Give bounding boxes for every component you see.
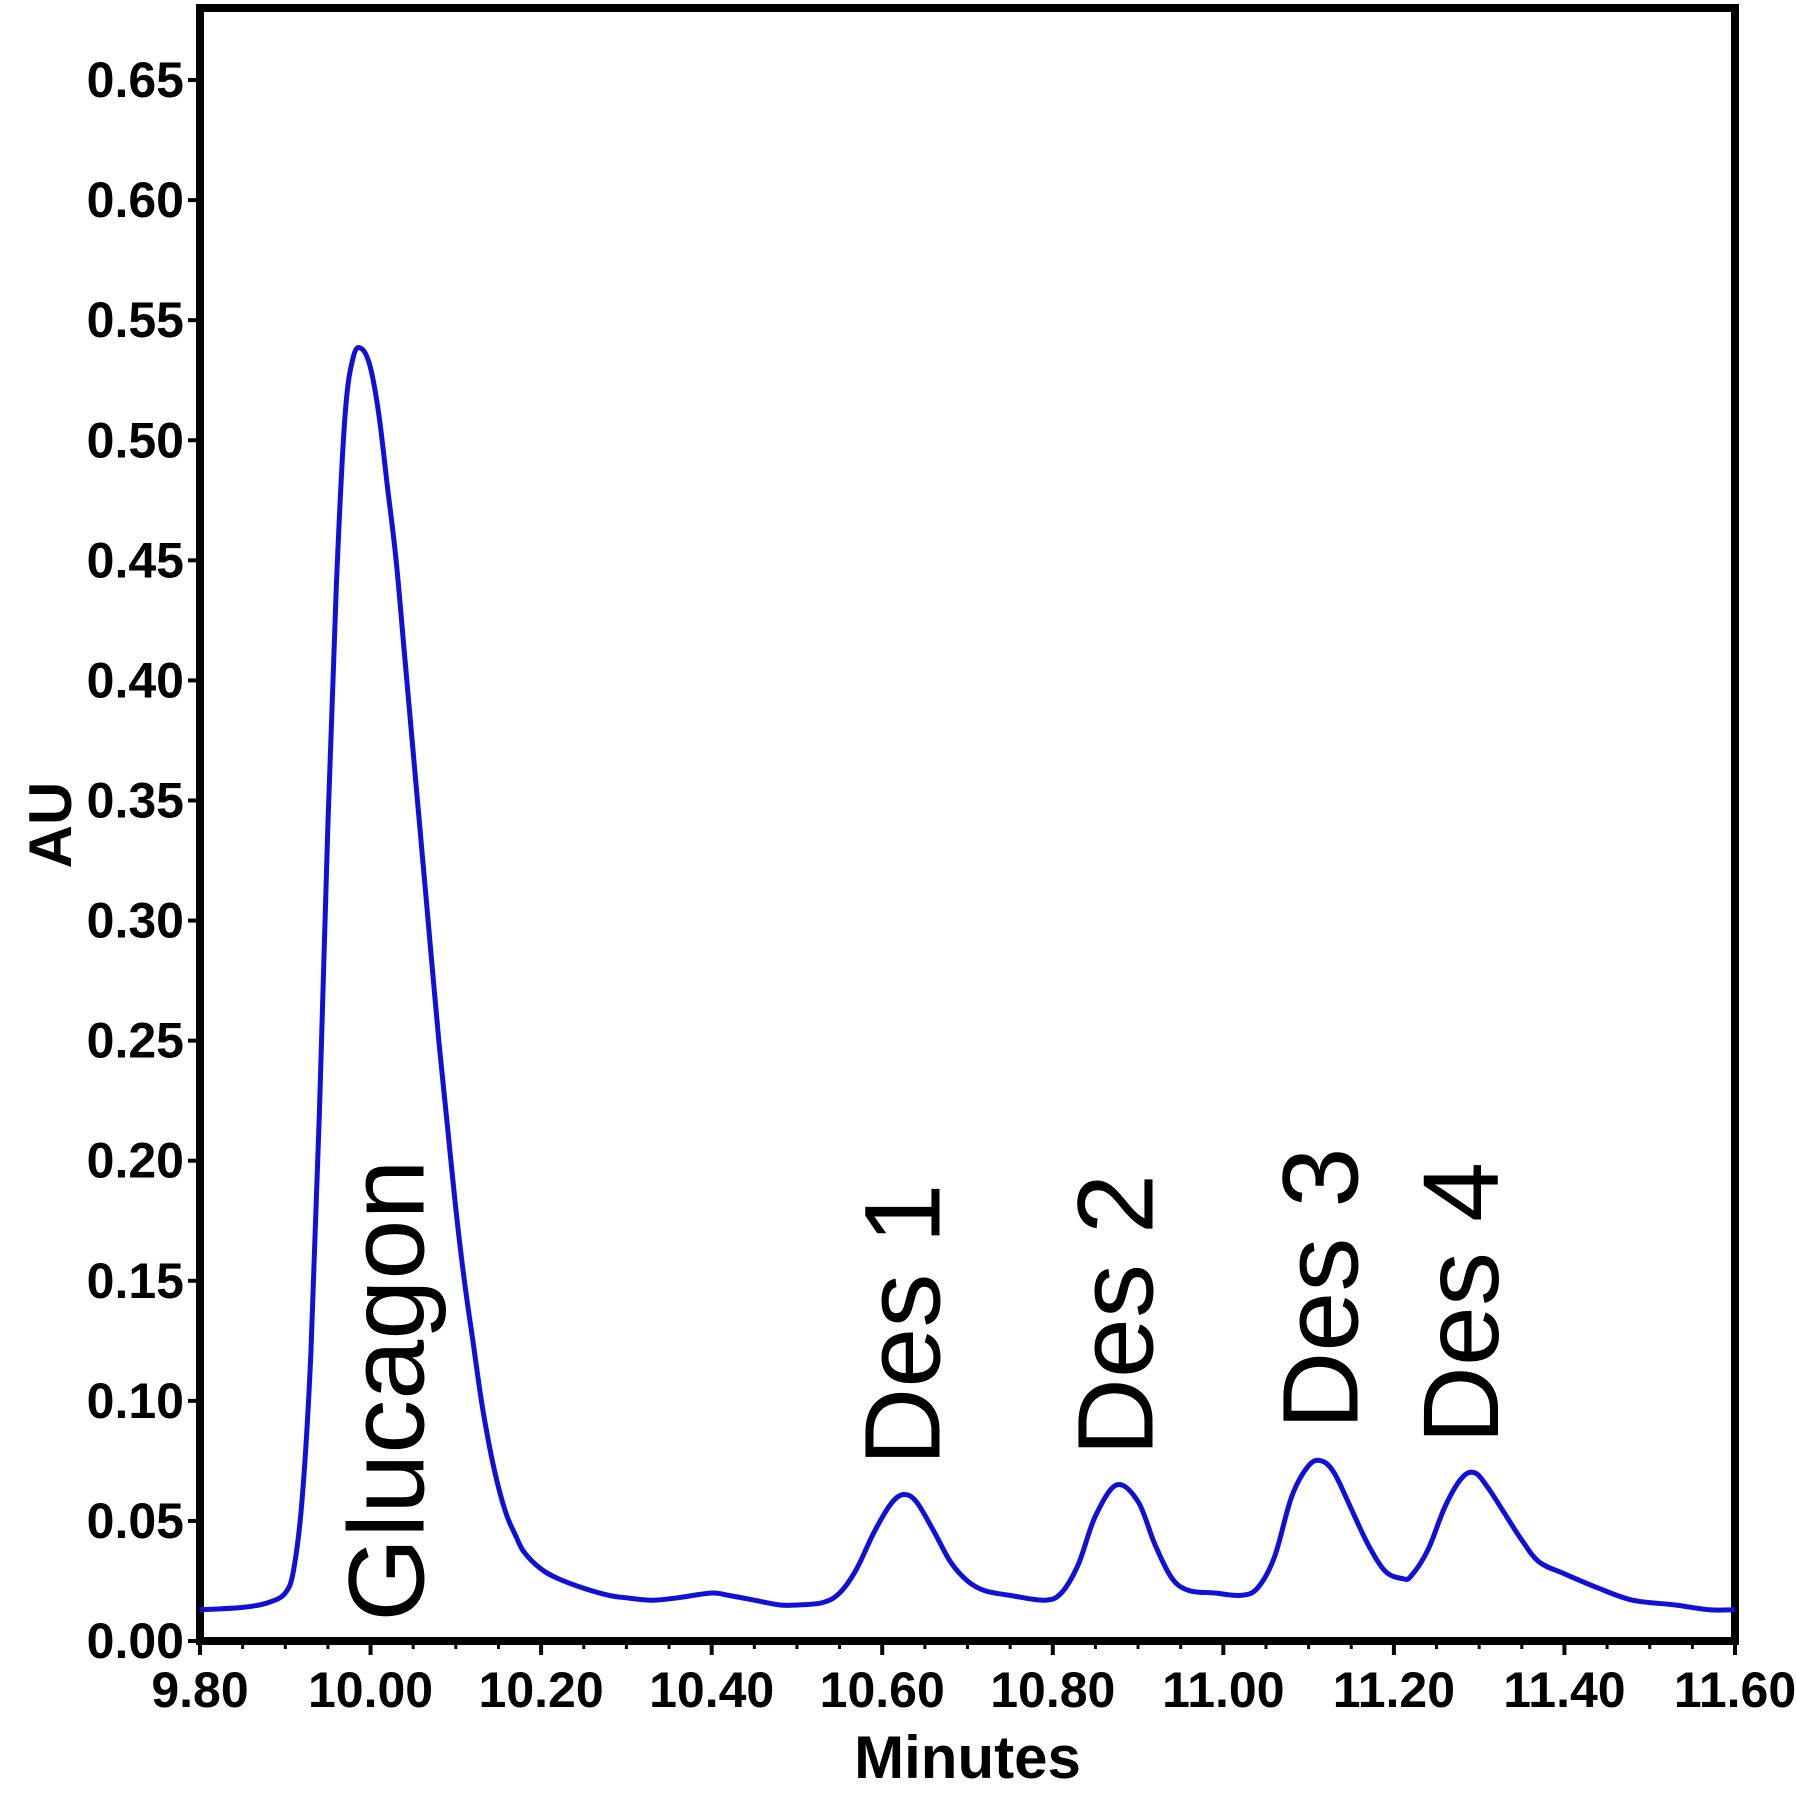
y-axis-title: AU [17,782,84,869]
x-tick-label: 10.40 [649,1662,774,1718]
peak-label: Des 4 [1400,1162,1521,1444]
x-tick-label: 10.00 [308,1662,433,1718]
y-tick-label: 0.45 [87,532,184,588]
x-tick-label: 11.60 [1674,1662,1796,1718]
y-axis: 0.00 0.05 0.10 0.15 0.20 0.25 0.30 0.35 0.40 0.45… [87,52,200,1669]
peak-label: Des 1 [842,1184,963,1466]
chromatogram-trace [199,344,1736,1613]
y-tick-label: 0.25 [87,1013,184,1069]
y-tick-label: 0.00 [87,1613,184,1669]
y-tick-label: 0.65 [87,52,184,108]
peak-label: Des 2 [1055,1174,1176,1456]
y-tick-label: 0.60 [87,172,184,228]
peak-labels: Glucagon Des 1 Des 2 Des 3 Des 4 [326,1148,1521,1622]
peak-label: Des 3 [1259,1148,1380,1430]
y-tick-label: 0.20 [87,1133,184,1189]
x-tick-label: 10.20 [479,1662,604,1718]
y-tick-label: 0.40 [87,652,184,708]
x-tick-label: 10.60 [820,1662,945,1718]
y-tick-label: 0.50 [87,412,184,468]
x-axis-title: Minutes [854,1724,1081,1791]
y-tick-label: 0.15 [87,1253,184,1309]
peak-label: Glucagon [326,1159,447,1621]
x-tick-label: 11.40 [1503,1662,1625,1718]
y-tick-label: 0.05 [87,1493,184,1549]
y-tick-label: 0.30 [87,893,184,949]
x-tick-label: 11.20 [1333,1662,1455,1718]
y-tick-label: 0.55 [87,292,184,348]
x-tick-label: 10.80 [990,1662,1115,1718]
y-tick-label: 0.35 [87,772,184,828]
x-axis: 9.80 10.00 10.20 10.40 10.60 10.80 11.00 11.20 1… [151,1641,1796,1718]
x-tick-label: 11.00 [1162,1662,1284,1718]
y-tick-label: 0.10 [87,1373,184,1429]
series-group [199,344,1736,1613]
x-tick-label: 9.80 [151,1662,248,1718]
